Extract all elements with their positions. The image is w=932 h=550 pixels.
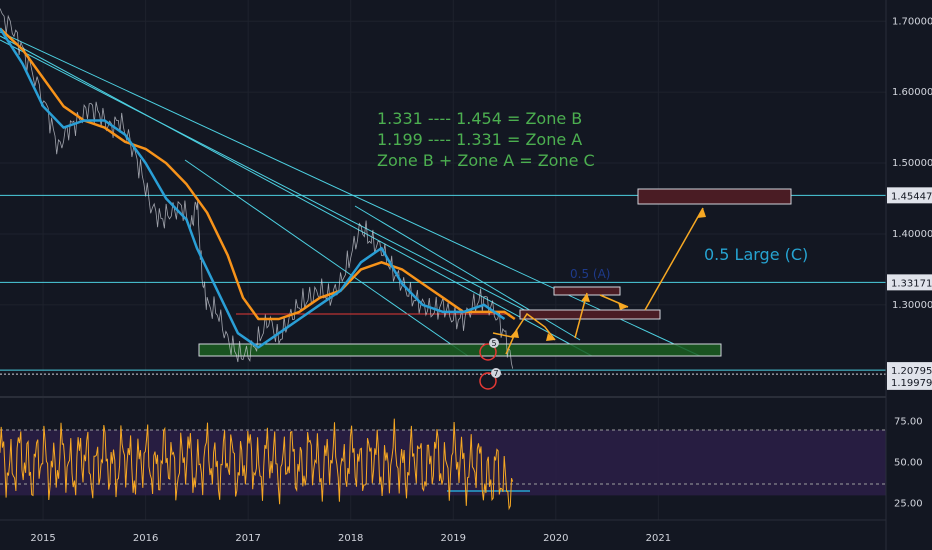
- time-tick-label: 2019: [441, 533, 466, 544]
- zone-a-text: 1.199 ---- 1.331 = Zone A: [377, 130, 582, 149]
- price-tag-label: 1.20795: [891, 366, 932, 377]
- time-tick-label: 2021: [646, 533, 671, 544]
- oscillator-tick-label: 25.00: [894, 499, 923, 510]
- badge-5-label: 5: [491, 339, 496, 348]
- fast-moving-average-line: [0, 27, 506, 349]
- box-label: 0.5 (A): [570, 267, 610, 281]
- badge-ring: [479, 372, 497, 390]
- trend-line-middle[interactable]: [0, 35, 593, 357]
- time-tick-label: 2016: [133, 533, 158, 544]
- arrow-head-1: [697, 208, 706, 218]
- wave-badge-5[interactable]: 5: [479, 338, 499, 361]
- price-tick-label: 1.70000: [892, 16, 932, 27]
- price-tick-label: 1.60000: [892, 87, 932, 98]
- badge-ring: [479, 343, 497, 361]
- demand-zone-box[interactable]: [198, 343, 722, 357]
- projection-path-4: [644, 207, 704, 311]
- trend-line-outer[interactable]: [0, 31, 701, 357]
- badge-circle: [491, 368, 501, 378]
- oscillator-tick-label: 50.00: [894, 458, 923, 469]
- price-tick-label: 1.40000: [892, 229, 932, 240]
- price-series: [0, 8, 516, 369]
- arrow-head-4: [546, 333, 555, 341]
- price-tag: [887, 187, 932, 204]
- trend-line-lower-channel[interactable]: [184, 159, 469, 357]
- badge-7-label: 7: [493, 369, 498, 378]
- zone-b-target-box[interactable]: [637, 188, 792, 205]
- zone-a-target-box[interactable]: [519, 309, 661, 320]
- badge-circle: [489, 338, 499, 348]
- arrow-heads: [510, 208, 706, 341]
- price-axis-ticks: 1.70000 1.60000 1.50000 1.40000 1.30000 75.00…: [892, 16, 932, 509]
- price-tick-label: 1.50000: [892, 158, 932, 169]
- projection-path-1: [492, 312, 556, 341]
- time-tick-label: 2017: [235, 533, 260, 544]
- wave-badge-7[interactable]: 7: [479, 368, 501, 390]
- oscillator-series: [0, 418, 514, 511]
- price-tag: [887, 274, 932, 291]
- arrow-head-5: [510, 329, 519, 338]
- price-tick-label: 1.30000: [892, 300, 932, 311]
- time-axis-ticks: 2015 2016 2017 2018 2019 2020 2021: [30, 533, 671, 544]
- time-tick-label: 2015: [30, 533, 55, 544]
- price-tag-label: 1.45447: [891, 191, 932, 202]
- time-tick-label: 2020: [543, 533, 568, 544]
- price-tag: [887, 373, 932, 390]
- oscillator-tick-label: 75.00: [894, 417, 923, 428]
- trend-line-upper-channel[interactable]: [0, 39, 541, 319]
- arrow-head-2: [581, 293, 590, 302]
- arrow-head-3: [618, 302, 628, 310]
- price-tag-label: 1.19979: [891, 378, 932, 389]
- time-tick-label: 2018: [338, 533, 363, 544]
- price-tag-label: 1.33171: [891, 278, 932, 289]
- zone-b-text: 1.331 ---- 1.454 = Zone B: [377, 109, 582, 128]
- trend-lines[interactable]: [0, 31, 701, 357]
- slow-moving-average-line: [0, 27, 516, 321]
- zone-c-text: Zone B + Zone A = Zone C: [377, 151, 595, 170]
- large-zone-label: 0.5 Large (C): [704, 245, 808, 264]
- oscillator-line: [0, 418, 514, 511]
